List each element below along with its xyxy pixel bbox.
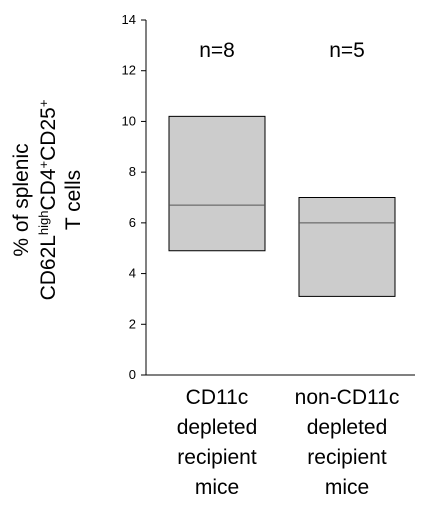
box-1: [168, 115, 266, 252]
y-tick-label: 12: [122, 63, 136, 78]
category-label-line: recipient: [177, 446, 257, 469]
y-tick-label: 0: [129, 367, 136, 382]
y-axis-label-line: % of splenic: [10, 143, 33, 256]
y-ticks: 0 2 4 6 8 10 12 14: [122, 12, 146, 382]
category-label-line: recipient: [307, 446, 387, 469]
y-axis-label-line: T cells: [62, 170, 85, 230]
category-label-line: CD11c: [186, 386, 249, 409]
category-label-line: mice: [325, 476, 369, 499]
category-label-line: depleted: [307, 416, 388, 439]
y-tick-label: 2: [129, 316, 136, 331]
y-tick-label: 8: [129, 164, 136, 179]
y-tick-label: 14: [122, 12, 136, 27]
n-labels: n=8 n=5: [199, 39, 365, 62]
n-label-1: n=8: [199, 39, 235, 62]
category-label-line: depleted: [177, 416, 258, 439]
category-labels: CD11c depleted recipient mice non-CD11c deple…: [177, 386, 400, 499]
y-axis-label-line: CD62LhighCD4+CD25+: [36, 100, 61, 301]
y-tick-label: 10: [122, 113, 136, 128]
n-label-2: n=5: [329, 39, 365, 62]
category-label-line: mice: [195, 476, 239, 499]
y-tick-label: 6: [129, 215, 136, 230]
y-tick-label: 4: [129, 266, 136, 281]
category-label-line: non-CD11c: [295, 386, 400, 409]
boxes: [168, 115, 396, 297]
box-2: [298, 197, 396, 297]
